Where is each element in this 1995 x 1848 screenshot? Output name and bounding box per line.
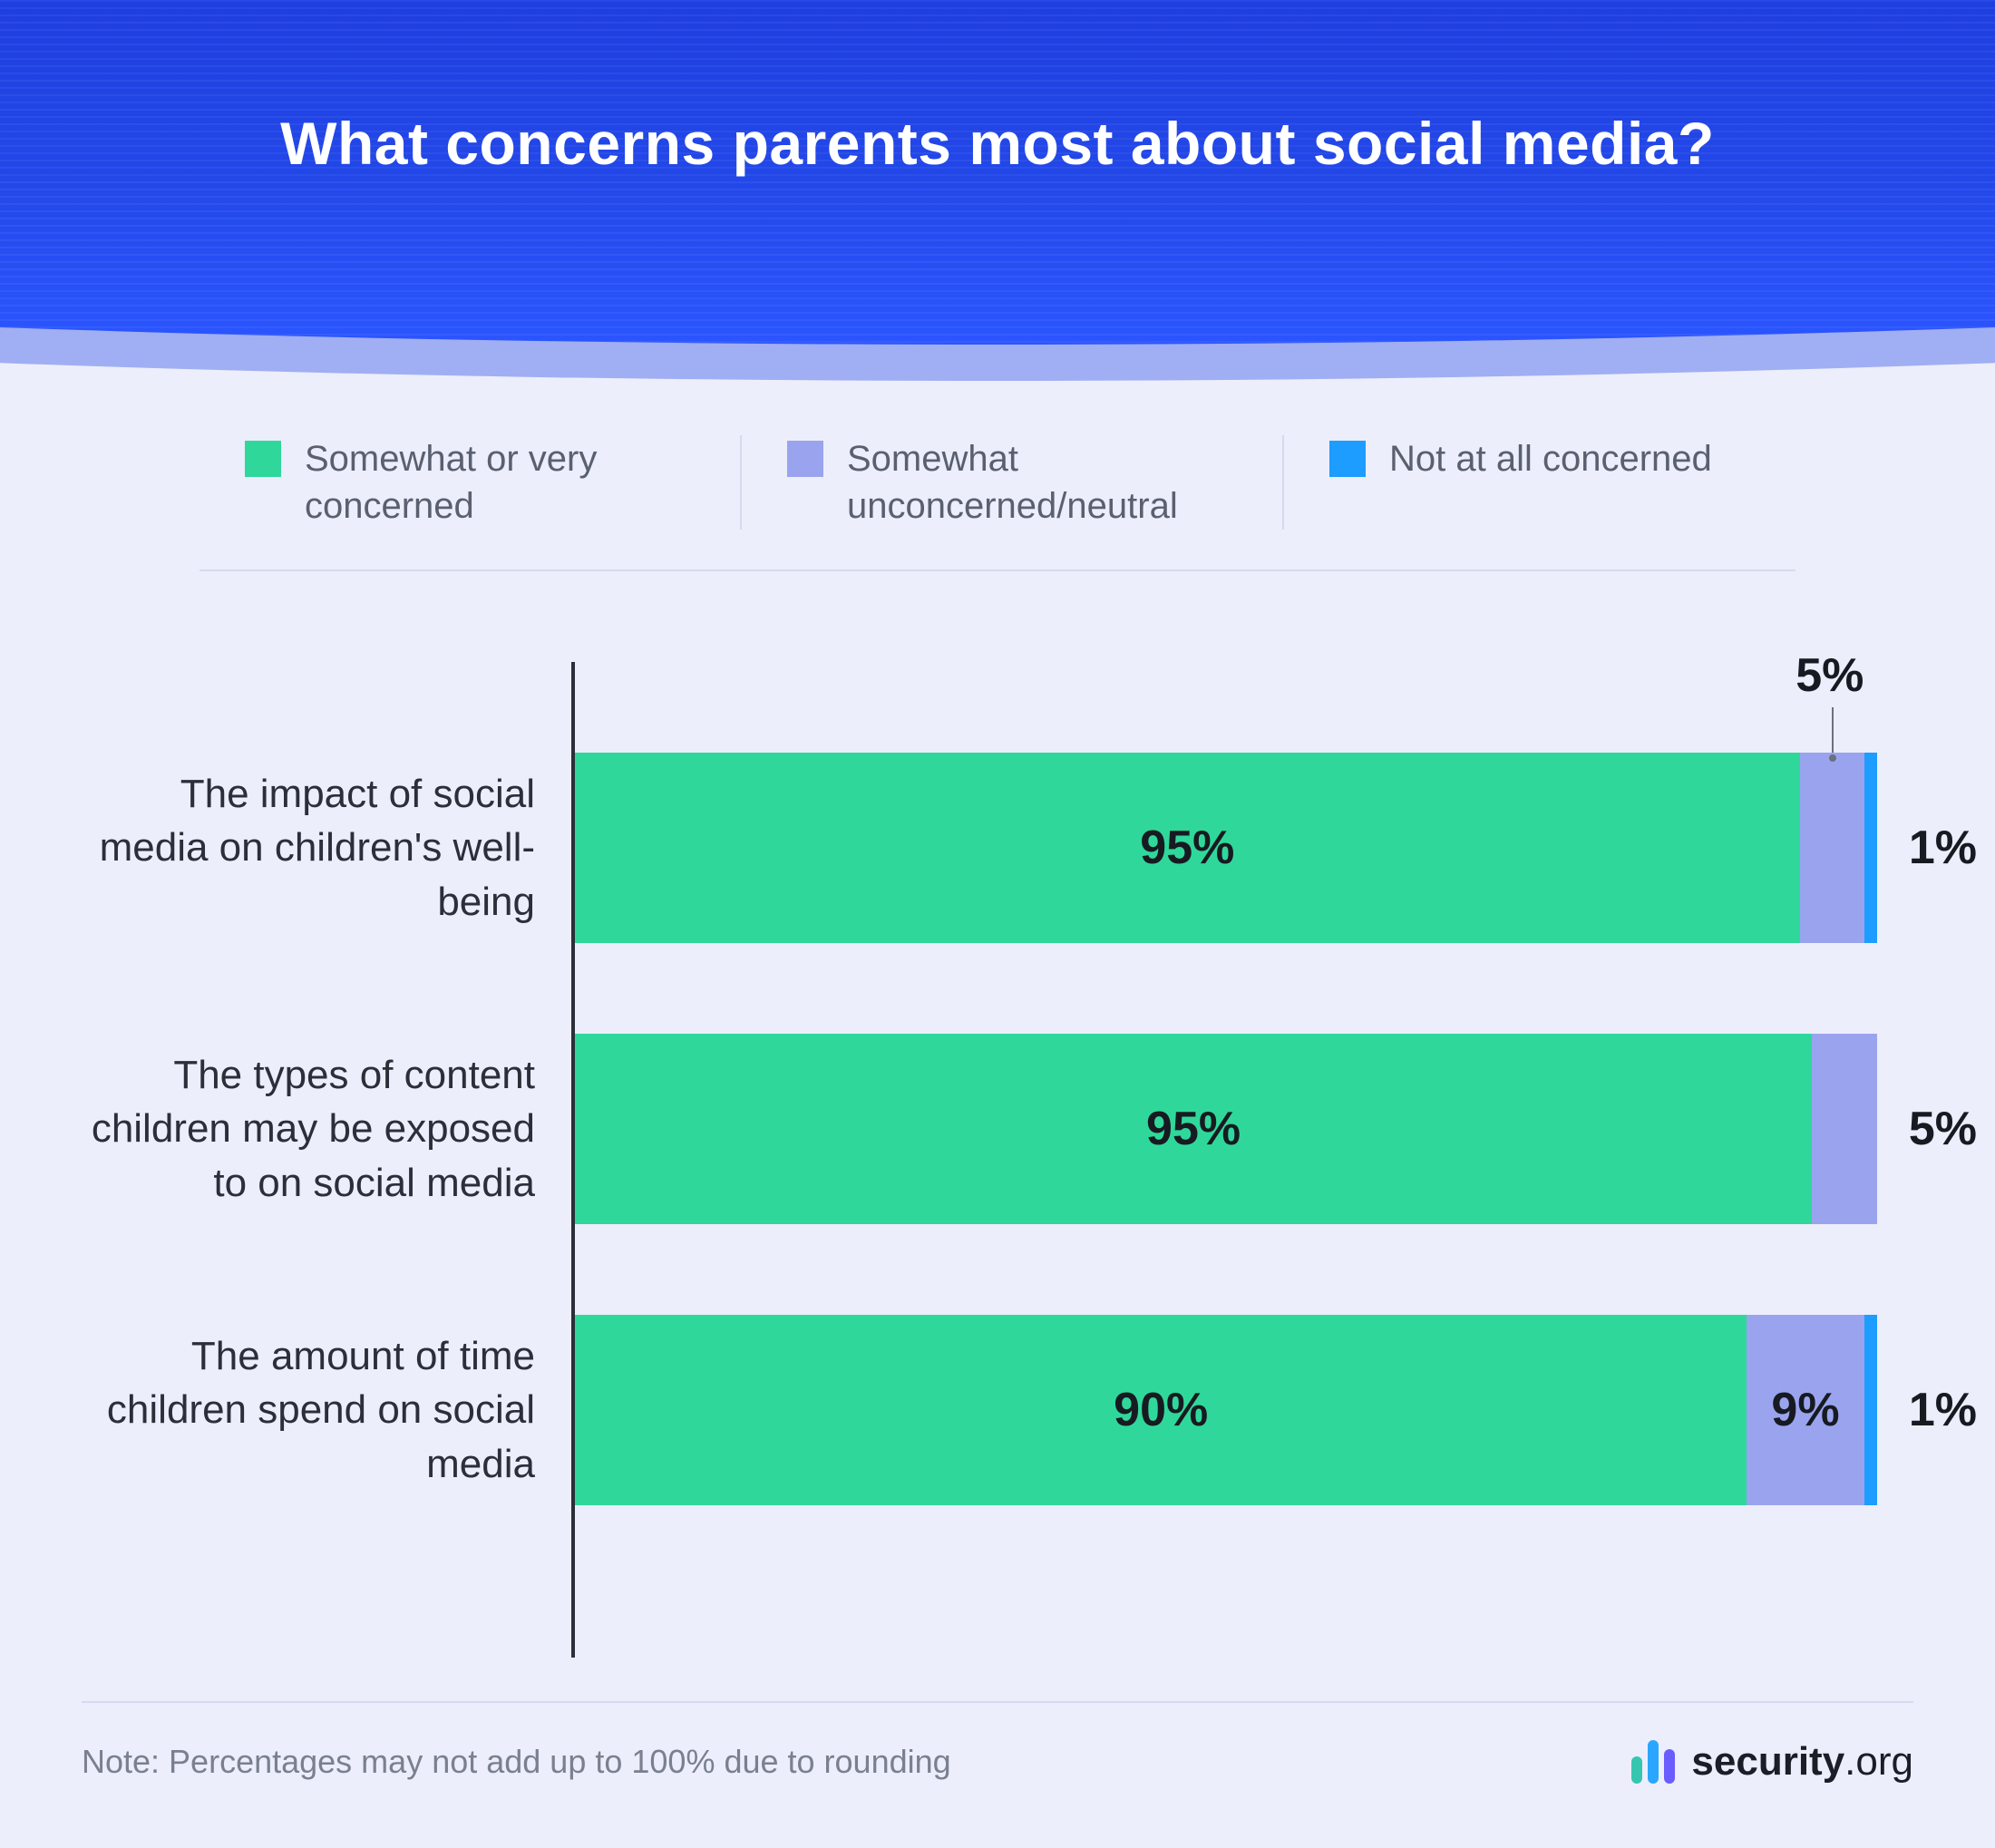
bar-segment: 90% — [575, 1315, 1747, 1505]
legend-label: Somewhat unconcerned/neutral — [847, 435, 1237, 530]
chart-row: The types of content children may be exp… — [82, 1034, 1877, 1224]
brand-logo-icon — [1631, 1740, 1675, 1784]
brand-name-text: security — [1691, 1739, 1844, 1784]
bar-end-label: 1% — [1909, 1383, 1977, 1437]
legend-swatch — [1329, 441, 1366, 477]
legend-item: Somewhat unconcerned/neutral — [740, 435, 1282, 530]
bar-end-label: 5% — [1909, 1102, 1977, 1156]
bar-track: 95%5% — [575, 1034, 1877, 1224]
bar-track: 95%1%5% — [575, 753, 1877, 943]
legend-swatch — [787, 441, 823, 477]
bar-callout-label: 5% — [1796, 648, 1864, 703]
bar-segment — [1864, 1315, 1877, 1505]
legend: Somewhat or very concerned Somewhat uncon… — [200, 435, 1796, 571]
chart-row: The amount of time children spend on soc… — [82, 1315, 1877, 1505]
brand-name: security.org — [1691, 1739, 1913, 1785]
bar-segment: 9% — [1747, 1315, 1864, 1505]
footer-note: Note: Percentages may not add up to 100%… — [82, 1743, 951, 1781]
bar-segment: 95% — [575, 1034, 1812, 1224]
chart-area: The impact of social media on children's… — [82, 689, 1877, 1630]
legend-item: Not at all concerned — [1282, 435, 1757, 530]
bar-segment — [1800, 753, 1864, 943]
row-label: The impact of social media on children's… — [82, 767, 571, 929]
infographic-card: What concerns parents most about social … — [0, 0, 1995, 1848]
bar-end-label: 1% — [1909, 821, 1977, 875]
legend-label: Somewhat or very concerned — [305, 435, 695, 530]
legend-label: Not at all concerned — [1389, 435, 1712, 482]
brand-tld: .org — [1844, 1739, 1913, 1784]
legend-swatch — [245, 441, 281, 477]
callout-leader-line — [1832, 707, 1834, 753]
bar-track: 90%9%1% — [575, 1315, 1877, 1505]
footer: Note: Percentages may not add up to 100%… — [82, 1701, 1913, 1785]
row-label: The types of content children may be exp… — [82, 1048, 571, 1210]
chart-row: The impact of social media on children's… — [82, 753, 1877, 943]
bar-segment: 95% — [575, 753, 1800, 943]
legend-item: Somewhat or very concerned — [200, 435, 740, 530]
header: What concerns parents most about social … — [0, 0, 1995, 345]
row-label: The amount of time children spend on soc… — [82, 1329, 571, 1491]
brand: security.org — [1631, 1739, 1913, 1785]
chart-title: What concerns parents most about social … — [0, 109, 1995, 178]
bar-segment — [1864, 753, 1877, 943]
bar-segment — [1812, 1034, 1877, 1224]
